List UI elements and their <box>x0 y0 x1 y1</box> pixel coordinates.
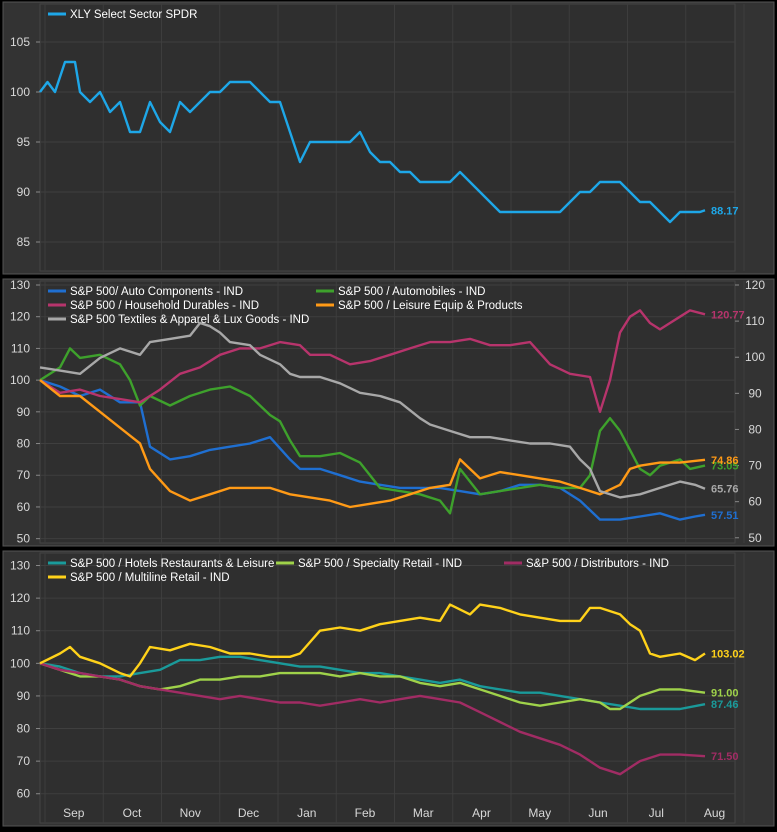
legend-label: XLY Select Sector SPDR <box>70 9 197 21</box>
legend-item: S&P 500 / Leisure Equip & Products <box>316 300 523 312</box>
y-tick-label-right: 120 <box>745 278 765 292</box>
y-tick-label: 70 <box>17 468 31 482</box>
end-value-label: 71.50 <box>711 751 739 763</box>
panel-2: 5060708090100110120130506070809010011012… <box>2 278 775 547</box>
y-tick-label-right: 100 <box>745 350 765 364</box>
series-line-s-p-500-multiline-retail-ind <box>39 603 706 678</box>
y-tick-label: 120 <box>10 591 30 605</box>
x-tick-label: Aug <box>704 806 725 820</box>
y-tick-label-right: 90 <box>748 386 762 400</box>
end-value-label: 57.51 <box>711 510 739 522</box>
y-tick-label-right: 70 <box>748 459 762 473</box>
y-tick-label: 100 <box>10 373 30 387</box>
end-value-label: 73.05 <box>711 461 739 473</box>
y-tick-label: 50 <box>17 532 31 546</box>
legend-label: S&P 500 / Multiline Retail - IND <box>70 572 230 584</box>
x-tick-label: Sep <box>63 806 85 820</box>
y-tick-label: 130 <box>10 559 30 573</box>
legend-label: S&P 500 / Hotels Restaurants & Leisure <box>70 558 274 570</box>
end-value-label: 91.00 <box>711 688 739 700</box>
end-value-label: 87.46 <box>711 699 739 711</box>
legend-item: S&P 500 / Specialty Retail - IND <box>276 558 462 570</box>
legend-item: S&P 500 / Distributors - IND <box>504 558 669 570</box>
legend-label: S&P 500 / Leisure Equip & Products <box>338 300 523 312</box>
y-tick-label: 95 <box>17 135 31 149</box>
legend-item: S&P 500 / Multiline Retail - IND <box>48 572 230 584</box>
y-tick-label-right: 60 <box>748 495 762 509</box>
y-tick-label-right: 80 <box>748 422 762 436</box>
y-tick-label: 110 <box>11 341 30 355</box>
legend-item: S&P 500 / Automobiles - IND <box>316 286 485 298</box>
y-tick-label: 70 <box>17 754 31 768</box>
legend-label: S&P 500 / Distributors - IND <box>526 558 669 570</box>
x-tick-label: May <box>528 806 551 820</box>
y-tick-label: 100 <box>10 656 30 670</box>
y-tick-label: 85 <box>17 235 31 249</box>
x-tick-label: Apr <box>472 806 491 820</box>
x-tick-label: Nov <box>180 806 201 820</box>
legend-label: S&P 500 / Specialty Retail - IND <box>298 558 462 570</box>
x-tick-label: Jul <box>649 806 664 820</box>
y-tick-label: 130 <box>10 278 30 292</box>
x-tick-label: Jun <box>588 806 607 820</box>
y-tick-label: 110 <box>11 624 30 638</box>
y-tick-label-right: 50 <box>748 531 762 545</box>
y-tick-label: 80 <box>17 437 31 451</box>
legend-item: S&P 500 / Household Durables - IND <box>48 300 259 312</box>
x-tick-label: Dec <box>238 806 259 820</box>
legend-label: S&P 500 / Automobiles - IND <box>338 286 485 298</box>
legend-label: S&P 500/ Auto Components - IND <box>70 286 243 298</box>
y-tick-label: 60 <box>17 500 31 514</box>
legend-item: S&P 500 / Hotels Restaurants & Leisure <box>48 558 274 570</box>
legend-label: S&P 500 / Household Durables - IND <box>70 300 259 312</box>
series-line-s-p-500-distributors-ind <box>39 662 706 776</box>
x-tick-label: Feb <box>355 806 376 820</box>
panel-1: 85 90 95 100 105 88.17 XLY Select Sector SPDR <box>2 1 775 275</box>
y-tick-label: 60 <box>17 787 31 801</box>
end-value-label: 120.77 <box>711 309 745 321</box>
series-line-xly-select-sector-spdr <box>39 60 706 224</box>
series-line-s-p-500-automobiles-ind <box>39 347 706 515</box>
y-tick-label: 80 <box>17 722 31 736</box>
y-tick-label: 105 <box>10 35 30 49</box>
end-value-label: 88.17 <box>711 205 739 217</box>
x-tick-label: Jan <box>297 806 316 820</box>
series-line-s-p-500-household-durables-ind <box>39 309 706 413</box>
legend-label: S&P 500 Textiles & Apparel & Lux Goods -… <box>70 314 309 326</box>
series-line-s-p-500-auto-components-ind <box>39 378 706 521</box>
plot-area <box>39 3 736 272</box>
end-value-label: 103.02 <box>711 648 745 660</box>
y-tick-label: 90 <box>17 689 31 703</box>
y-tick-label-right: 110 <box>745 314 764 328</box>
x-tick-label: Mar <box>413 806 434 820</box>
y-tick-label: 100 <box>10 85 30 99</box>
legend-item: XLY Select Sector SPDR <box>48 9 197 21</box>
legend-item: S&P 500/ Auto Components - IND <box>48 286 243 298</box>
legend-item: S&P 500 Textiles & Apparel & Lux Goods -… <box>48 314 309 326</box>
series-line-s-p-500-textiles-apparel-lux-goods-ind <box>39 321 706 499</box>
x-tick-label: Oct <box>123 806 142 820</box>
y-tick-label: 90 <box>17 405 31 419</box>
y-tick-label: 90 <box>17 185 31 199</box>
end-value-label: 74.86 <box>711 455 739 467</box>
end-value-label: 65.76 <box>711 484 739 496</box>
y-tick-label: 120 <box>10 310 30 324</box>
